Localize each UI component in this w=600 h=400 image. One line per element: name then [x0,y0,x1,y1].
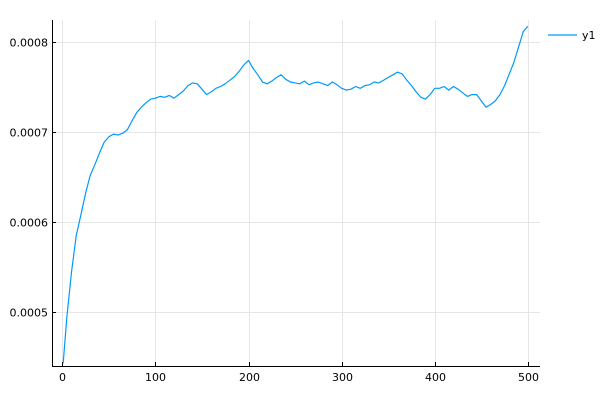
axes [52,20,540,367]
grid [52,20,540,366]
series-line-y1 [62,25,529,364]
series [62,25,529,364]
x-tick-label: 300 [332,371,353,384]
x-tick-label: 400 [425,371,446,384]
y-tick-label: 0.0008 [10,37,49,50]
legend: y1 [540,23,598,47]
x-tick-label: 0 [59,371,66,384]
legend-label: y1 [582,29,596,42]
y-tick-label: 0.0007 [10,127,49,140]
ticks: 0 100 200 300 400 500 0.0005 0.0006 0.0007 0.0008 [10,37,540,385]
y-tick-label: 0.0005 [10,307,49,320]
y-tick-label: 0.0006 [10,217,49,230]
x-tick-label: 500 [518,371,539,384]
x-tick-label: 200 [239,371,260,384]
x-tick-label: 100 [145,371,166,384]
